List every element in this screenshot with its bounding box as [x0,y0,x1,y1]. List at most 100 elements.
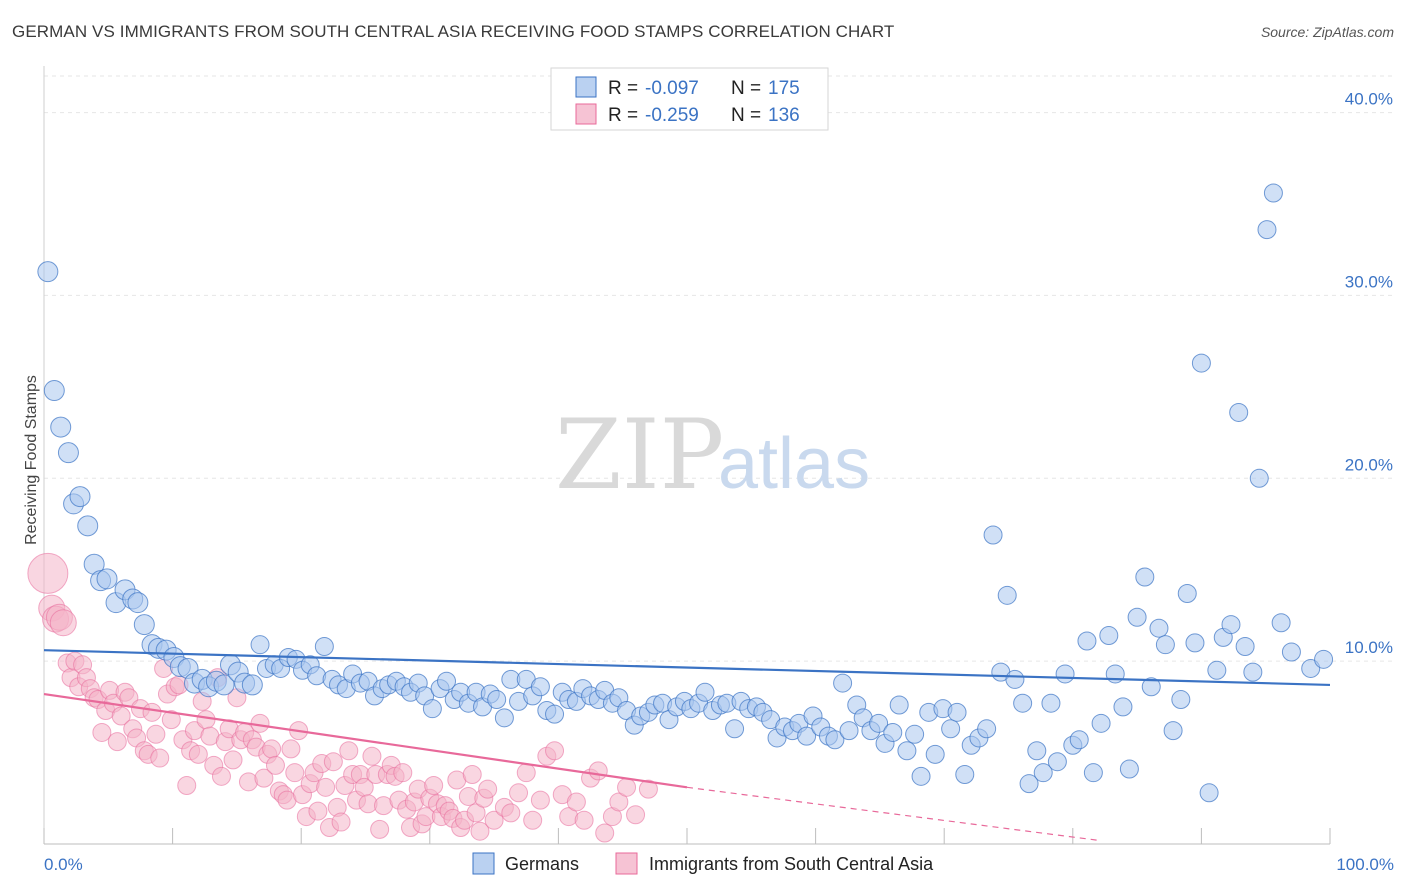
point-germans [314,637,334,657]
point-immigrants [238,772,258,792]
watermark-zip: ZIP [555,399,724,511]
axes: 10.0% 20.0% 30.0% 40.0% 0.0% 100.0% [43,66,1394,874]
point-immigrants [265,755,285,775]
point-immigrants [281,739,301,759]
point-germans [127,592,149,614]
point-immigrants [188,744,208,764]
point-germans [825,730,845,750]
point-immigrants [142,702,162,722]
y-tick-label: 30.0% [1345,272,1393,291]
legend-swatch-germans [575,76,597,98]
point-germans [695,682,715,702]
point-germans [1047,752,1067,772]
y-axis-label: Receiving Food Stamps [23,375,40,545]
point-germans [1207,660,1227,680]
point-immigrants [638,779,658,799]
point-immigrants [308,801,328,821]
point-immigrants [370,819,390,839]
series-germans-points [37,183,1334,803]
point-immigrants [27,552,69,594]
bottom-legend-germans: Germans [505,854,579,874]
point-germans [1069,730,1089,750]
point-germans [241,674,263,696]
point-immigrants [617,777,637,797]
point-germans [530,677,550,697]
point-germans [77,515,99,537]
point-immigrants [478,779,498,799]
watermark-atlas: atlas [718,424,870,504]
point-immigrants [609,792,629,812]
grid-lines [44,75,1394,662]
point-immigrants [424,775,444,795]
point-germans [1135,567,1155,587]
point-germans [437,671,457,691]
y-tick-label: 20.0% [1345,455,1393,474]
point-germans [1185,633,1205,653]
point-germans [37,261,59,283]
point-germans [1314,649,1334,669]
point-immigrants [161,710,181,730]
legend-r-value-germans: -0.097 [645,78,699,99]
point-germans [1119,759,1139,779]
point-immigrants [323,752,343,772]
point-germans [1055,664,1075,684]
point-germans [955,765,975,785]
point-immigrants [523,810,543,830]
point-immigrants [626,805,646,825]
point-germans [977,719,997,739]
point-germans [833,673,853,693]
point-germans [487,690,507,710]
point-germans [494,708,514,728]
point-immigrants [339,741,359,761]
legend-r-value-immigrants: -0.259 [645,105,699,126]
point-germans [1229,402,1249,422]
point-immigrants [92,722,112,742]
trend-line-immigrants-extension [686,786,1099,841]
point-germans [307,666,327,686]
point-germans [1141,677,1161,697]
legend-n-label-immigrants: N = [731,105,761,126]
point-germans [545,704,565,724]
point-germans [1155,635,1175,655]
point-germans [1301,658,1321,678]
point-germans [883,722,903,742]
point-germans [50,416,72,438]
point-germans [1127,607,1147,627]
point-immigrants [49,609,77,637]
point-germans [69,486,91,508]
source-credit: Source: ZipAtlas.com [1260,24,1394,40]
bottom-legend-swatch-germans [472,852,495,875]
point-germans [1019,774,1039,794]
point-immigrants [516,763,536,783]
point-immigrants [393,763,413,783]
point-germans [1077,631,1097,651]
point-immigrants [211,766,231,786]
point-immigrants [316,777,336,797]
trend-line-immigrants [43,692,688,789]
point-immigrants [595,823,615,843]
point-germans [1013,693,1033,713]
point-immigrants [545,741,565,761]
point-immigrants [150,748,170,768]
point-germans [1163,721,1183,741]
point-germans [1199,783,1219,803]
point-immigrants [574,810,594,830]
point-germans [911,766,931,786]
point-germans [1271,613,1291,633]
point-germans [797,726,817,746]
point-immigrants [223,750,243,770]
point-germans [213,674,235,696]
point-immigrants [146,724,166,744]
point-immigrants [254,768,274,788]
trend-lines [43,649,1331,841]
point-germans [725,719,745,739]
point-germans [1171,690,1191,710]
chart-title: GERMAN VS IMMIGRANTS FROM SOUTH CENTRAL … [12,22,895,41]
point-germans [1149,618,1169,638]
point-immigrants [509,783,529,803]
point-germans [897,741,917,761]
point-germans [1221,615,1241,635]
point-germans [925,744,945,764]
point-germans [983,525,1003,545]
point-germans [43,380,65,402]
